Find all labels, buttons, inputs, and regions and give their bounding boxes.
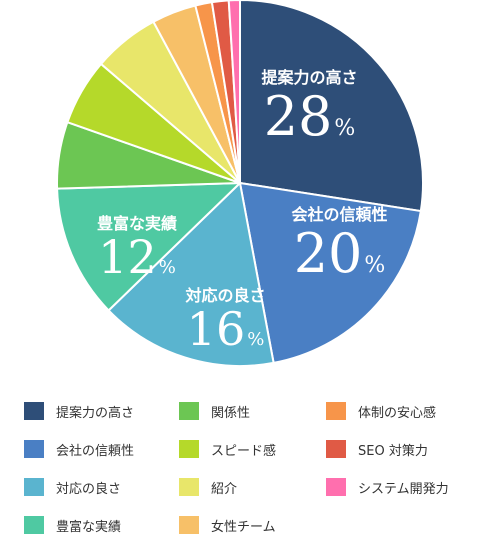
pie-slice-10 <box>227 0 241 184</box>
label-value-3: 12 <box>98 230 157 284</box>
pie-slice-3 <box>56 182 241 312</box>
legend-label: 紹介 <box>211 481 238 497</box>
legend-label: 関係性 <box>211 405 251 421</box>
legend-swatch <box>24 402 44 420</box>
pie-slice-2 <box>107 182 275 367</box>
label-unit-2: % <box>247 329 265 350</box>
pie-slice-0 <box>239 0 424 213</box>
label-unit-1: % <box>364 253 386 278</box>
label-slice-2: 対応の良さ 16% <box>168 282 283 352</box>
legend-item: SEO 対策力 <box>326 440 474 459</box>
legend-swatch <box>326 478 346 496</box>
label-name-0: 提案力の高さ <box>261 68 358 87</box>
legend-label: 体制の安心感 <box>358 405 437 421</box>
legend-item: 豊富な実績 <box>24 516 179 535</box>
legend-swatch <box>179 516 199 534</box>
pie-svg <box>56 0 424 367</box>
legend-item: 紹介 <box>179 478 326 497</box>
label-unit-3: % <box>158 257 176 278</box>
legend-label: 豊富な実績 <box>56 519 122 535</box>
label-unit-0: % <box>334 116 356 141</box>
legend-swatch <box>24 440 44 458</box>
legend-label: 対応の良さ <box>56 481 122 497</box>
legend-item: 提案力の高さ <box>24 402 179 421</box>
legend-swatch <box>179 478 199 496</box>
label-name-2: 対応の良さ <box>185 286 266 305</box>
legend-swatch <box>24 478 44 496</box>
legend-label: スピード感 <box>211 443 277 459</box>
legend-item: スピード感 <box>179 440 326 459</box>
legend-label: 女性チーム <box>211 519 276 535</box>
label-value-2: 16 <box>186 302 246 356</box>
pie-chart: 提案力の高さ 28% 会社の信頼性 20% 対応の良さ 16% 豊富な実績 12… <box>56 0 424 367</box>
legend-swatch <box>179 440 199 458</box>
legend-swatch <box>326 440 346 458</box>
legend-item: 体制の安心感 <box>326 402 474 421</box>
chart-legend: 提案力の高さ 関係性 体制の安心感会社の信頼性 スピード感 SEO 対策力対応の良さ 紹介… <box>24 402 474 535</box>
legend-swatch <box>326 402 346 420</box>
legend-item: 関係性 <box>179 402 326 421</box>
legend-label: 会社の信頼性 <box>56 443 135 459</box>
legend-label: システム開発力 <box>358 481 449 497</box>
legend-item: 対応の良さ <box>24 478 179 497</box>
label-slice-0: 提案力の高さ 28% <box>252 64 367 144</box>
pie-slice-1 <box>239 182 422 364</box>
label-name-3: 豊富な実績 <box>96 214 177 233</box>
legend-item: 会社の信頼性 <box>24 440 179 459</box>
label-value-1: 20 <box>293 222 363 285</box>
label-name-1: 会社の信頼性 <box>291 205 388 224</box>
label-slice-3: 豊富な実績 12% <box>82 210 192 280</box>
legend-item: 女性チーム <box>179 516 326 535</box>
legend-label: SEO 対策力 <box>358 443 428 459</box>
legend-swatch <box>179 402 199 420</box>
label-value-0: 28 <box>263 85 333 148</box>
label-slice-1: 会社の信頼性 20% <box>282 201 397 281</box>
legend-label: 提案力の高さ <box>56 405 135 421</box>
legend-item: システム開発力 <box>326 478 474 497</box>
legend-swatch <box>24 516 44 534</box>
